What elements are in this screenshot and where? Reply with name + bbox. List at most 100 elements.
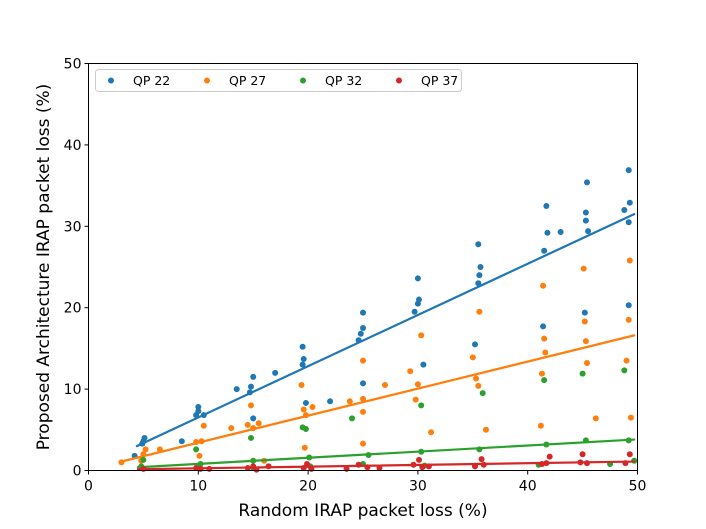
data-point	[581, 318, 588, 325]
data-point	[542, 349, 549, 356]
data-point	[414, 275, 421, 282]
data-point	[360, 309, 366, 316]
data-point	[623, 357, 630, 364]
data-point	[546, 453, 553, 460]
legend-label: QP 22	[133, 73, 170, 88]
data-point	[250, 373, 257, 380]
data-point	[244, 421, 251, 428]
data-point	[248, 383, 254, 390]
legend: QP 22 QP 27 QP 32 QP 37	[95, 69, 462, 92]
y-tick-label: 10	[64, 382, 82, 398]
x-tick-label: 30	[409, 479, 427, 495]
legend-label: QP 32	[325, 73, 362, 88]
trend-line	[136, 460, 636, 471]
y-tick-label: 30	[64, 219, 82, 235]
data-point	[360, 440, 366, 447]
data-point	[540, 323, 547, 330]
data-point	[625, 219, 632, 226]
data-point	[248, 434, 254, 441]
data-point	[475, 382, 482, 389]
data-point	[416, 296, 422, 303]
legend-marker	[396, 77, 402, 84]
data-point	[200, 422, 207, 429]
y-axis-ticks: 0 10 20 30 40 50	[64, 57, 89, 480]
data-point	[411, 308, 418, 315]
data-point	[579, 370, 586, 377]
data-point	[272, 369, 279, 376]
data-point	[579, 451, 586, 458]
data-point	[582, 209, 589, 216]
series-qp-27	[118, 257, 636, 466]
data-point	[541, 335, 548, 342]
data-point	[540, 282, 547, 289]
data-point	[585, 228, 592, 235]
y-axis-label: Proposed Architecture IRAP packet loss (…	[34, 84, 54, 451]
legend-label: QP 37	[421, 73, 458, 88]
trend-line	[135, 212, 636, 448]
y-tick-label: 20	[64, 301, 82, 317]
data-point	[300, 406, 307, 413]
data-point	[298, 382, 305, 389]
data-point	[360, 408, 366, 415]
data-point	[299, 343, 306, 350]
legend-box	[95, 69, 462, 92]
legend-marker	[204, 77, 210, 84]
data-point	[346, 398, 353, 405]
data-point	[360, 395, 366, 402]
x-tick-label: 20	[299, 479, 317, 495]
data-point	[250, 415, 257, 422]
data-point	[420, 361, 427, 368]
data-point	[544, 229, 551, 236]
y-tick-label: 0	[73, 464, 82, 480]
data-point	[469, 354, 476, 361]
data-point	[248, 402, 254, 409]
data-point	[195, 404, 202, 411]
data-point	[538, 370, 545, 377]
x-axis-label: Random IRAP packet loss (%)	[238, 501, 487, 521]
y-tick-label: 40	[64, 138, 82, 154]
plot-area	[118, 167, 638, 473]
data-point	[625, 167, 632, 174]
data-point	[140, 456, 147, 463]
x-tick-label: 50	[629, 479, 647, 495]
data-point	[196, 452, 203, 459]
data-point	[360, 325, 366, 332]
data-point	[360, 357, 366, 364]
data-point	[255, 420, 262, 427]
plot-frame	[88, 63, 638, 471]
data-point	[479, 390, 486, 397]
data-point	[541, 247, 548, 254]
data-point	[360, 380, 366, 387]
data-point	[178, 438, 185, 445]
data-point	[626, 199, 633, 206]
data-point	[301, 444, 308, 451]
series-qp-37	[136, 451, 636, 473]
x-tick-label: 10	[189, 479, 207, 495]
data-point	[309, 404, 316, 411]
data-point	[621, 367, 628, 374]
data-point	[349, 415, 356, 422]
data-point	[228, 425, 235, 432]
data-point	[583, 179, 590, 186]
data-point	[428, 429, 435, 436]
data-point	[627, 414, 634, 421]
data-point	[141, 434, 148, 441]
data-point	[625, 302, 632, 309]
x-tick-label: 40	[519, 479, 537, 495]
data-point	[543, 202, 550, 209]
legend-label: QP 27	[229, 73, 266, 88]
data-point	[412, 396, 419, 403]
series-qp-22	[131, 167, 636, 459]
y-tick-label: 50	[64, 57, 82, 73]
data-point	[476, 308, 483, 315]
data-point	[625, 316, 632, 323]
x-tick-label: 0	[84, 479, 93, 495]
data-point	[475, 241, 482, 248]
x-axis-ticks: 0 10 20 30 40 50	[84, 470, 647, 495]
data-point	[557, 229, 564, 235]
data-point	[592, 415, 599, 422]
data-point	[473, 375, 480, 382]
data-point	[581, 309, 588, 316]
data-point	[472, 341, 478, 348]
